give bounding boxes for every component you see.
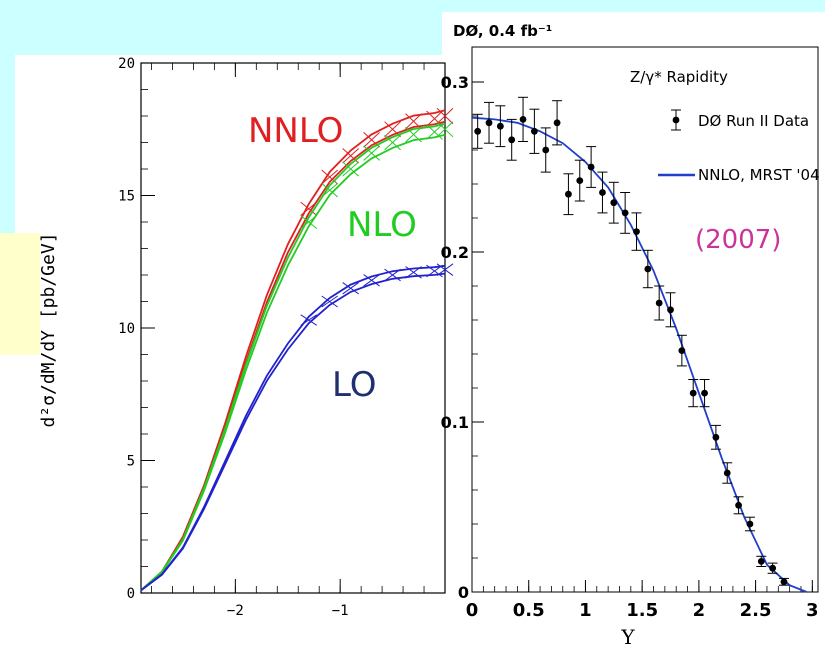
series-nnlo-hatch: [321, 169, 339, 185]
left-series-lines: [140, 107, 454, 592]
data-point: [576, 177, 584, 185]
right-x-tick-label: 0: [466, 600, 479, 621]
series-nlo-upper-line: [140, 122, 446, 591]
left-x-tick-label: −1: [332, 603, 349, 619]
right-chart-title: DØ, 0.4 fb⁻¹: [453, 22, 552, 40]
left-y-axis-label: d²σ/dM/dY [pb/GeV]: [38, 232, 59, 427]
series-nnlo-hatch: [426, 110, 443, 127]
data-point: [644, 265, 652, 273]
right-x-tick-label: 3: [806, 600, 819, 621]
data-point: [599, 189, 606, 196]
series-lo-hatch: [300, 314, 317, 326]
series-nlo-hatch: [436, 121, 454, 138]
data-point: [780, 578, 788, 586]
data-point: [633, 228, 640, 236]
data-point: [723, 469, 731, 477]
data-point: [621, 209, 629, 217]
series-lo-hatch: [321, 295, 338, 308]
right-chart: DØ, 0.4 fb⁻¹ 0 0.1 0.2 0.3 0 0.5 1 1.5 2 2.5 3 Z/γ…: [441, 22, 820, 649]
series-lo-hatch: [363, 274, 380, 287]
data-points-group: [472, 96, 789, 586]
series-nlo-hatch: [384, 134, 401, 151]
series-lo-lower-line: [140, 272, 446, 592]
series-lo-hatch: [384, 268, 401, 282]
data-point: [689, 389, 697, 397]
data-point: [553, 119, 561, 127]
right-x-axis-label: Y: [620, 625, 635, 649]
data-point: [610, 199, 618, 207]
series-lo-hatch: [342, 282, 359, 295]
legend-data-marker: [671, 109, 681, 131]
data-point: [655, 299, 663, 307]
data-point: [746, 520, 754, 528]
series-nnlo-hatch: [384, 121, 401, 138]
right-plot-frame: [471, 46, 819, 593]
series-nnlo-hatch: [405, 113, 422, 130]
right-x-tick-label: 0.5: [513, 600, 545, 621]
right-y-tick-label: 0.1: [441, 413, 469, 432]
series-lo-hatch: [436, 263, 454, 276]
data-point: [542, 146, 550, 154]
series-nnlo-upper-line: [140, 109, 446, 591]
data-point: [530, 127, 538, 135]
left-y-tick-label: 5: [127, 454, 135, 470]
data-point: [519, 116, 527, 123]
right-x-tick-label: 2: [693, 600, 706, 621]
series-nlo-hatch: [426, 124, 443, 140]
left-y-tick-label: 15: [118, 189, 135, 205]
theory-curve-group: [471, 116, 808, 593]
year-annotation: (2007): [695, 225, 781, 255]
right-y-tick-label: 0: [458, 583, 469, 602]
data-point: [508, 136, 516, 144]
theory-curve: [471, 116, 808, 593]
yellow-background: [0, 233, 40, 355]
data-point: [667, 306, 674, 314]
data-point: [757, 558, 765, 565]
nlo-label: NLO: [347, 205, 417, 245]
left-axis-ticks: 0 5 10 15 20 −2 −1: [118, 56, 425, 619]
data-point: [565, 190, 572, 198]
series-nnlo-hatch: [300, 201, 318, 216]
series-lo-hatch: [426, 264, 443, 278]
data-point: [474, 127, 482, 135]
left-chart: 0 5 10 15 20 −2 −1 d²σ/dM/dY [pb/GeV] NNLO NLO…: [38, 56, 454, 619]
right-x-tick-label: 1.5: [626, 600, 658, 621]
series-nnlo-lower-line: [140, 120, 446, 592]
data-point: [587, 163, 595, 171]
series-nlo-hatch: [321, 182, 339, 198]
data-point: [769, 564, 777, 572]
data-point: [496, 122, 504, 130]
series-nnlo-hatch: [436, 107, 454, 125]
legend-theory-label: NNLO, MRST '04: [698, 166, 820, 184]
left-y-tick-label: 10: [118, 321, 135, 337]
series-nlo-hatch: [300, 215, 318, 229]
right-y-tick-label: 0.3: [441, 73, 469, 92]
data-point: [701, 389, 708, 397]
left-x-tick-label: −2: [227, 603, 244, 619]
series-nlo-hatch: [405, 126, 422, 143]
lo-label: LO: [332, 365, 377, 405]
left-y-tick-label: 20: [118, 56, 135, 72]
nnlo-label: NNLO: [248, 111, 343, 151]
series-lo-hatch: [405, 266, 422, 279]
data-point: [485, 119, 493, 127]
series-nlo-lower-line: [140, 133, 446, 592]
right-x-tick-label: 1: [579, 600, 592, 621]
right-axis-ticks: 0 0.1 0.2 0.3 0 0.5 1 1.5 2 2.5 3: [441, 73, 819, 621]
right-plot-panel: [442, 12, 825, 652]
right-y-tick-label: 0.2: [441, 243, 469, 262]
data-point: [735, 501, 742, 509]
series-nnlo-hatch: [342, 148, 359, 164]
series-nlo-hatch: [342, 161, 359, 177]
left-y-tick-label: 0: [127, 586, 135, 602]
legend-data-label: DØ Run II Data: [698, 112, 809, 130]
right-x-tick-label: 2.5: [740, 600, 772, 621]
series-nlo-hatch: [363, 145, 380, 161]
data-point: [678, 347, 686, 354]
legend-title: Z/γ* Rapidity: [630, 68, 728, 86]
series-nnlo-hatch: [363, 132, 380, 148]
data-point: [712, 433, 720, 441]
